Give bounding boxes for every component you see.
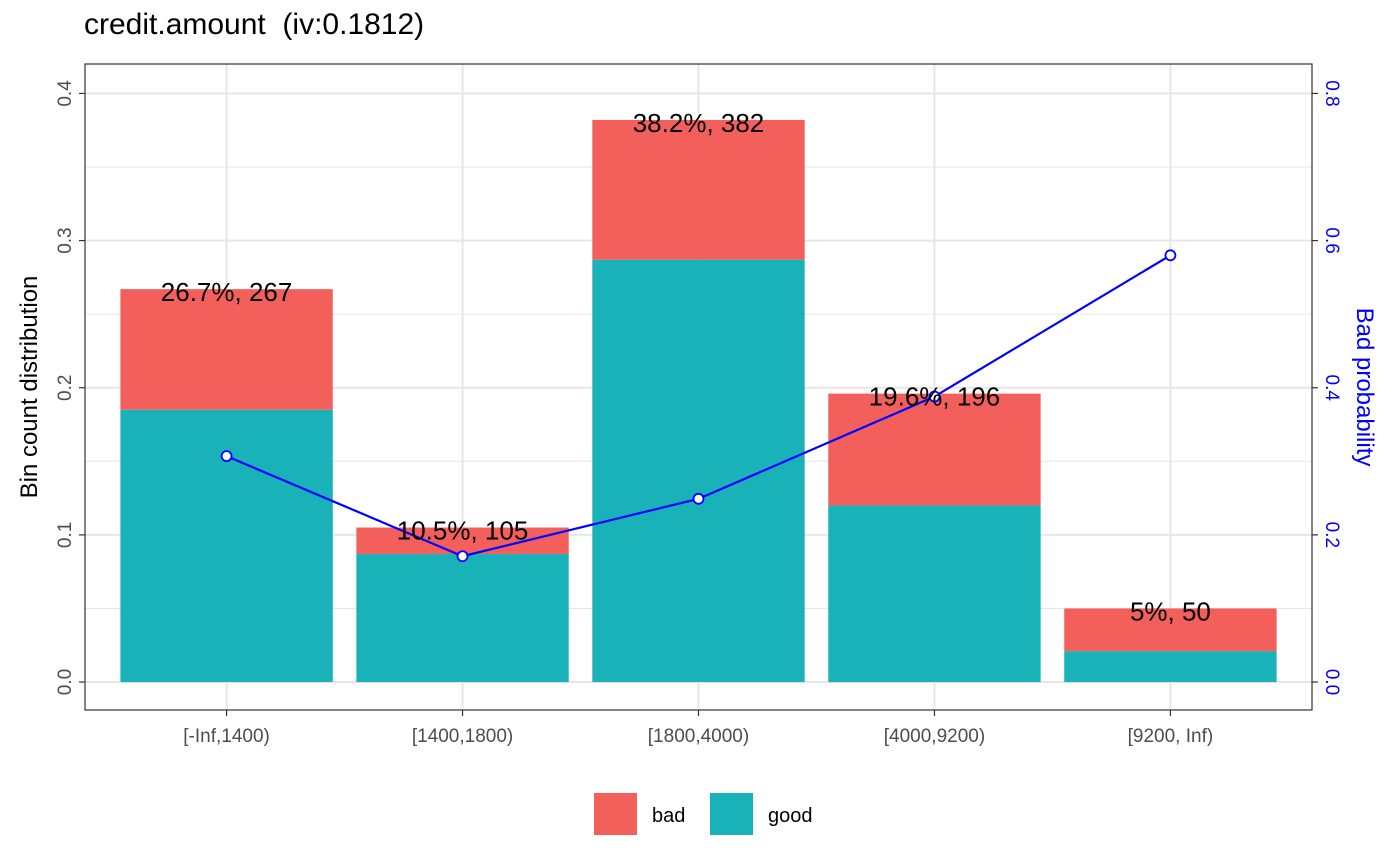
bar-good [828,505,1041,683]
y-tick-label: 0.1 [55,522,76,548]
x-tick-label: [4000,9200) [884,726,985,747]
y-tick-label: 0.4 [55,80,76,107]
bar-bad [120,289,333,410]
y-axis-title: Bin count distribution [16,276,43,499]
x-tick-label: [9200, Inf) [1128,726,1214,747]
bar-data-label: 38.2%, 382 [633,108,765,138]
y-tick-label: 0.3 [55,227,76,253]
bad-probability-point [456,550,469,563]
y2-tick-label: 0.4 [1321,375,1342,402]
axis-layer: 0.0 0.1 0.2 0.3 0.4 [-Inf,1400) [1400,1800) [18… [55,80,1342,747]
y2-tick-label: 0.0 [1321,669,1342,695]
legend: bad good [594,793,813,835]
x-tick-label: [-Inf,1400) [183,726,270,747]
bar-data-label: 19.6%, 196 [869,382,1001,412]
legend-label-good: good [768,805,813,827]
legend-label-bad: bad [652,805,685,827]
bar-bad [592,119,805,260]
bar-bad [1064,608,1277,652]
bar-data-label: 26.7%, 267 [161,277,293,307]
bad-probability-point [928,390,941,403]
x-tick-label: [1800,4000) [648,726,749,747]
y2-axis-title: Bad probability [1351,308,1378,467]
y2-tick-label: 0.2 [1321,522,1342,548]
bar-good [592,259,805,683]
bar-good [1064,651,1277,683]
legend-swatch-good [710,793,753,835]
bar-data-label: 10.5%, 105 [397,516,529,546]
bad-probability-point [220,450,233,463]
label-layer: 26.7%, 267 10.5%, 105 38.2%, 382 19.6%, 196… [161,108,1211,627]
y2-tick-label: 0.6 [1321,227,1342,253]
bar-bad [356,527,569,555]
bad-probability-point [692,492,705,505]
y2-tick-label: 0.8 [1321,80,1342,106]
chart-title: credit.amount (iv:0.1812) [84,8,425,41]
x-tick-label: [1400,1800) [412,726,513,747]
legend-swatch-bad [594,793,637,835]
bar-bad [828,393,1041,506]
bar-data-label: 5%, 50 [1130,596,1211,626]
bar-layer [120,119,1277,683]
line-layer [220,249,1177,563]
bar-good [356,554,569,683]
bad-probability-point [1164,249,1177,262]
y-tick-label: 0.0 [55,669,76,695]
y-tick-label: 0.2 [55,375,76,401]
